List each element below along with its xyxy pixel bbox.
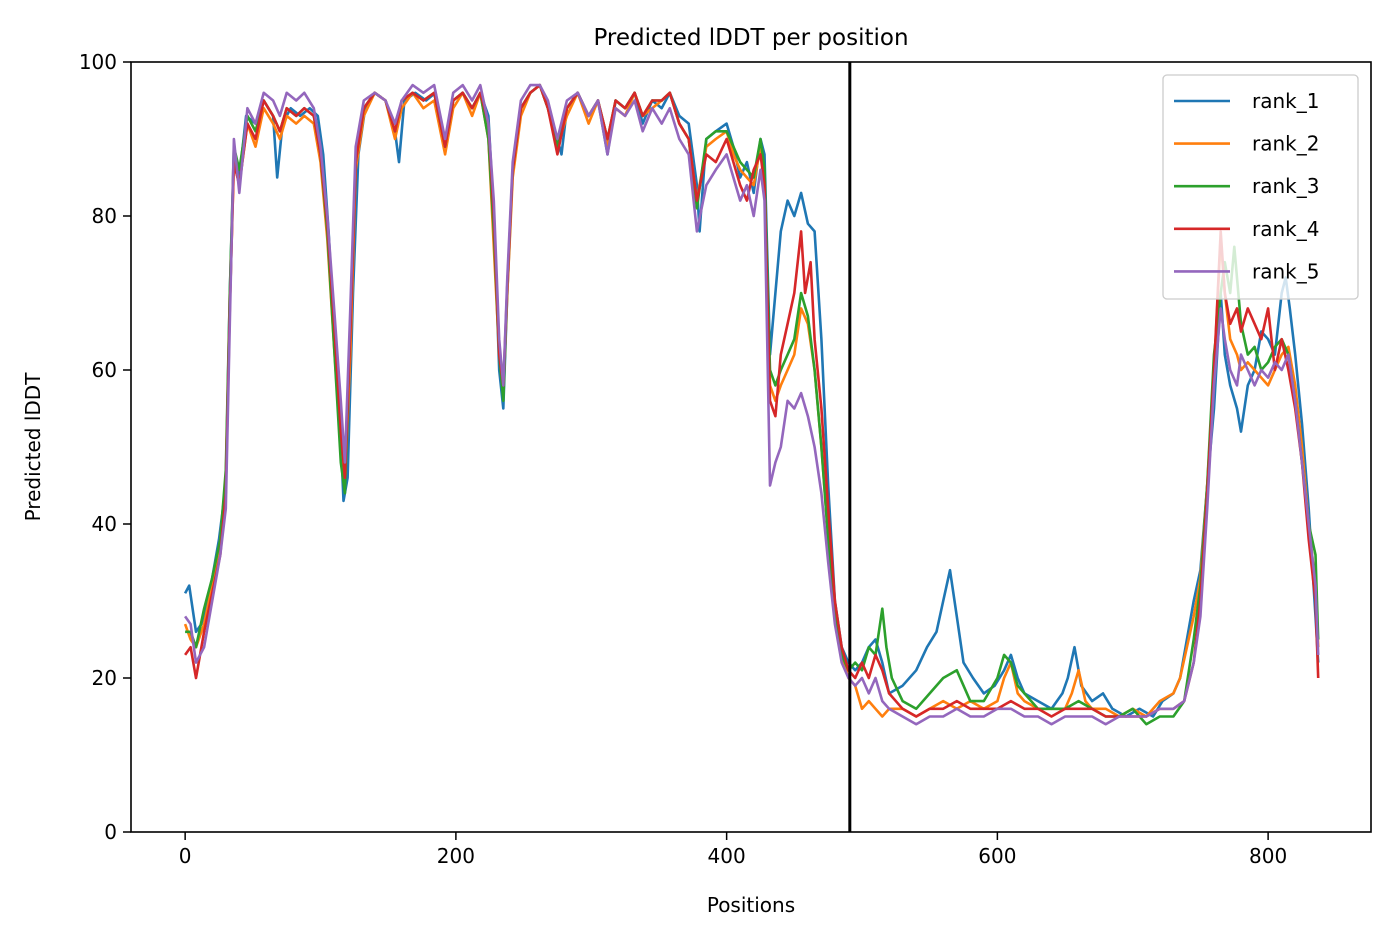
legend-label-rank_1: rank_1 bbox=[1252, 89, 1319, 113]
legend-label-rank_3: rank_3 bbox=[1252, 174, 1319, 198]
chart-title: Predicted lDDT per position bbox=[593, 25, 908, 51]
y-tick-label: 60 bbox=[92, 358, 117, 382]
x-tick-label: 400 bbox=[708, 844, 746, 868]
legend-label-rank_4: rank_4 bbox=[1252, 217, 1319, 241]
y-tick-label: 40 bbox=[92, 512, 117, 536]
y-axis-ticks: 0 20 40 60 80 100 bbox=[79, 50, 131, 844]
x-tick-label: 200 bbox=[437, 844, 475, 868]
y-tick-label: 0 bbox=[104, 820, 117, 844]
x-tick-label: 600 bbox=[978, 844, 1016, 868]
legend: rank_1 rank_2 rank_3 rank_4 rank_5 bbox=[1162, 74, 1359, 300]
axes-frame bbox=[130, 61, 1372, 833]
x-axis-label: Positions bbox=[707, 893, 795, 917]
x-axis-ticks: 0 200 400 600 800 bbox=[179, 832, 1287, 868]
y-tick-label: 20 bbox=[92, 666, 117, 690]
series-layer bbox=[183, 83, 1320, 726]
series-line-rank_1 bbox=[183, 83, 1320, 718]
y-tick-label: 80 bbox=[92, 204, 117, 228]
series-line-rank_5 bbox=[184, 83, 1320, 726]
y-axis-label: Predicted lDDT bbox=[21, 372, 45, 522]
plot-area bbox=[130, 61, 1372, 833]
y-tick-label: 100 bbox=[79, 50, 117, 74]
legend-label-rank_2: rank_2 bbox=[1252, 132, 1319, 156]
legend-box bbox=[1162, 74, 1359, 300]
x-tick-label: 0 bbox=[179, 844, 192, 868]
x-tick-label: 800 bbox=[1249, 844, 1287, 868]
legend-label-rank_5: rank_5 bbox=[1252, 259, 1319, 283]
series-line-rank_3 bbox=[185, 83, 1320, 726]
